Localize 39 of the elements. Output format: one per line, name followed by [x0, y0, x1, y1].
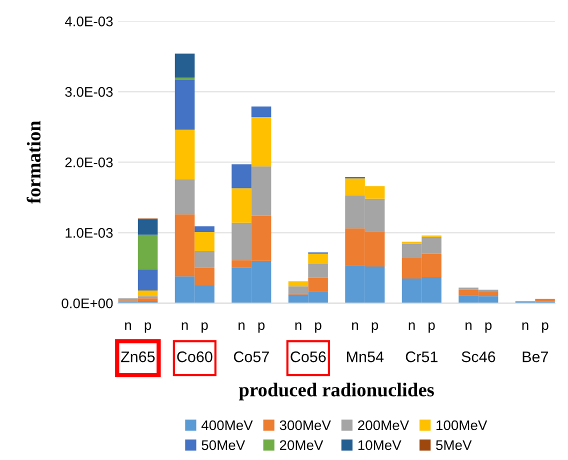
- text: Mn54: [347, 352, 384, 362]
- x-tick-label: p: [144, 322, 152, 333]
- text: Be7: [522, 352, 548, 362]
- legend-label: 5MeV: [436, 440, 472, 450]
- x-tick-label: p: [485, 322, 492, 333]
- x-tick-label: n: [408, 322, 415, 330]
- x-tick-label: n: [125, 322, 131, 330]
- text: Zn65: [120, 351, 155, 362]
- x-tick-label: n: [238, 322, 244, 330]
- x-tick-label: n: [182, 322, 188, 330]
- legend-label: 50MeV: [202, 440, 246, 450]
- y-tick-label: 2.0E-03: [65, 157, 113, 168]
- x-tick-label: p: [258, 322, 265, 333]
- y-tick-label: 3.0E-03: [65, 86, 113, 97]
- text: Co56: [290, 351, 326, 362]
- legend-label: 200MeV: [358, 420, 410, 430]
- legend-label: 400MeV: [201, 420, 253, 430]
- x-tick-label: p: [428, 322, 435, 333]
- x-tick-label: n: [295, 322, 302, 330]
- text: Sc46: [462, 351, 496, 362]
- text: Co60: [177, 351, 212, 362]
- x-tick-label: n: [522, 322, 528, 330]
- text: Cr51: [406, 351, 438, 362]
- x-tick-label: n: [352, 322, 358, 330]
- x-tick-label: p: [202, 322, 208, 333]
- y-axis-title: formation: [26, 120, 41, 204]
- x-axis-title: produced radionuclides: [238, 382, 434, 400]
- y-tick-label: 1.0E-03: [66, 228, 113, 238]
- x-tick-label: p: [542, 322, 548, 333]
- text: Co57: [234, 351, 269, 362]
- legend-label: 100MeV: [436, 420, 488, 430]
- x-tick-label: n: [466, 322, 472, 330]
- y-tick-label: 0.0E+00: [62, 298, 113, 308]
- x-tick-label: p: [315, 322, 322, 333]
- x-tick-label: p: [372, 322, 378, 333]
- y-tick-label: 4.0E-03: [64, 16, 113, 26]
- legend-label: 300MeV: [280, 420, 331, 430]
- legend-label: 10MeV: [358, 440, 402, 450]
- legend-label: 20MeV: [280, 440, 324, 450]
